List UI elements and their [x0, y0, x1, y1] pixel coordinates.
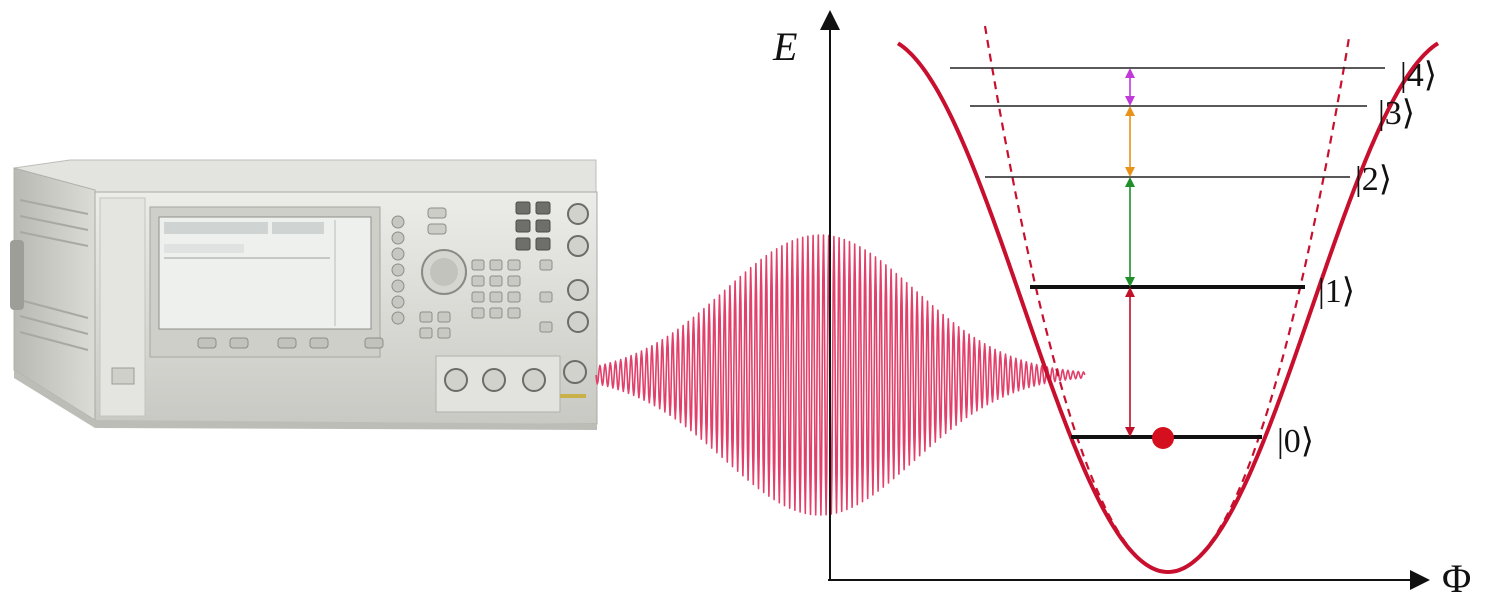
- transition-arrows: [1125, 68, 1135, 437]
- pulse-carrier: [595, 234, 1086, 516]
- axes: E Φ: [772, 10, 1471, 601]
- energy-level-label-4: |4⟩: [1400, 57, 1437, 94]
- transition-arrow-2-3: [1125, 106, 1135, 177]
- harmonic-approx-curve: [983, 25, 1350, 574]
- energy-level-label-0: |0⟩: [1277, 423, 1314, 460]
- microwave-pulse-icon: [595, 234, 1086, 516]
- transition-arrow-1-2: [1125, 177, 1135, 287]
- energy-levels: |0⟩ |1⟩ |2⟩ |3⟩ |4⟩: [950, 57, 1437, 460]
- potential-well: [896, 25, 1440, 575]
- energy-level-label-3: |3⟩: [1378, 95, 1415, 132]
- x-axis-label: Φ: [1442, 556, 1471, 601]
- signal-generator-icon: [10, 159, 598, 430]
- y-axis-label: E: [772, 24, 797, 69]
- cosine-potential-curve: [896, 41, 1440, 575]
- energy-level-label-2: |2⟩: [1355, 161, 1392, 198]
- energy-level-label-1: |1⟩: [1318, 273, 1355, 310]
- transition-arrow-0-1: [1125, 287, 1135, 437]
- state-dot-icon: [1152, 427, 1174, 449]
- transition-arrow-3-4: [1125, 68, 1135, 106]
